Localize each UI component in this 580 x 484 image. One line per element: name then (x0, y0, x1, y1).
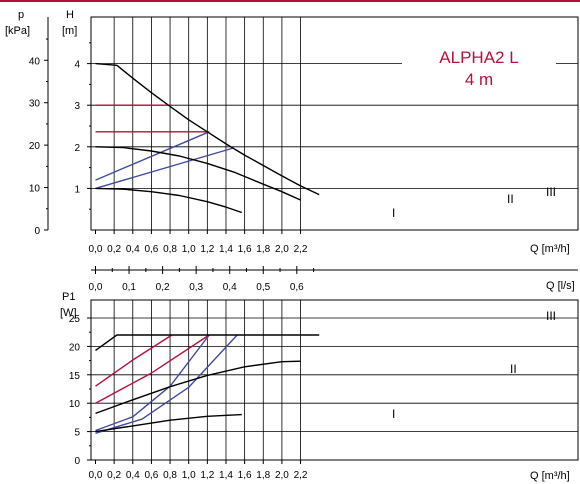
head-x-tick-label: 0,8 (163, 244, 177, 255)
power-label-iii: III (546, 309, 556, 323)
kpa-tick-label: 0 (34, 226, 40, 237)
power-axis: 0 5 10 15 20 25 (69, 314, 91, 467)
flow-ls-tick-label: 0,4 (223, 282, 237, 293)
proportional-pressure-power-curve (95, 334, 238, 434)
meter-tick-label: 4 (74, 60, 80, 71)
proportional-pressure-curve (95, 147, 234, 190)
power-x-tick-label: 2,0 (275, 470, 289, 481)
proportional-pressure-power-curve (95, 334, 210, 432)
head-x-tick-label: 1,8 (256, 244, 270, 255)
speed-label-iii: III (546, 185, 556, 199)
power-x-tick-label: 1,6 (238, 470, 252, 481)
power-curve-iii (95, 334, 320, 351)
kpa-tick-label: 30 (29, 99, 41, 110)
speed-curve-iii (95, 62, 320, 196)
power-x-tick-label: 2,2 (294, 470, 308, 481)
head-x-tick-label: 0,0 (89, 244, 103, 255)
constant-pressure-power-curve (95, 334, 210, 404)
power-tick-label: 25 (69, 314, 81, 325)
power-tick-label: 0 (74, 456, 80, 467)
meter-tick-label: 2 (74, 143, 80, 154)
power-unit: [W] (60, 307, 77, 319)
flow-ls-tick-label: 0,2 (156, 282, 170, 293)
power-tick-label: 20 (69, 342, 81, 353)
head-chart-frame (90, 16, 579, 231)
power-chart: 0 5 10 15 20 25 P1 [W] 0,0 0,2 0,4 0,6 0,8 1,0 1,2 1… (60, 291, 579, 482)
head-chart-x-label: Q [m³/h] (530, 243, 570, 255)
head-x-tick-label: 1,0 (182, 244, 196, 255)
power-x-tick-label: 0,2 (107, 470, 121, 481)
power-tick-label: 10 (69, 399, 81, 410)
flow-ls-axis: 0,0 0,1 0,2 0,3 0,4 0,5 0,6 Q [l/s] (89, 266, 578, 293)
power-label-i: I (392, 407, 395, 421)
head-unit: [m] (62, 25, 77, 37)
power-chart-frame (90, 299, 579, 461)
power-x-tick-label: 0,4 (126, 470, 140, 481)
meter-axis: 1 2 3 4 (74, 42, 91, 210)
power-curve-i (95, 413, 242, 433)
flow-ls-tick-label: 0,0 (89, 282, 103, 293)
speed-label-i: I (392, 206, 395, 220)
meter-tick-label: 3 (74, 101, 80, 112)
power-x-tick-label: 0,8 (163, 470, 177, 481)
head-x-tick-label: 1,2 (200, 244, 214, 255)
head-chart-x-ticks: 0,0 0,2 0,4 0,6 0,8 1,0 1,2 1,4 1,6 1,8 2,0 2,2 (89, 230, 308, 255)
model-name: ALPHA2 L (439, 48, 518, 67)
head-x-tick-label: 0,6 (144, 244, 158, 255)
kpa-tick-label: 10 (29, 184, 41, 195)
kpa-tick-label: 40 (29, 56, 41, 67)
power-x-tick-label: 0,6 (144, 470, 158, 481)
pressure-symbol: p (18, 9, 24, 21)
power-x-tick-label: 1,4 (219, 470, 233, 481)
head-x-tick-label: 0,4 (126, 244, 140, 255)
head-x-tick-label: 0,2 (107, 244, 121, 255)
power-chart-grid (91, 300, 578, 460)
constant-pressure-power-curve (95, 334, 173, 387)
head-symbol: H (66, 9, 74, 21)
head-x-tick-label: 2,2 (294, 244, 308, 255)
power-curve-ii (95, 360, 301, 415)
kpa-axis: 0 10 20 30 40 (29, 17, 49, 237)
power-x-tick-label: 1,8 (256, 470, 270, 481)
pressure-unit: [kPa] (5, 25, 30, 37)
power-tick-label: 15 (69, 371, 81, 382)
head-x-tick-label: 1,4 (219, 244, 233, 255)
flow-ls-tick-label: 0,5 (256, 282, 270, 293)
power-x-tick-label: 1,2 (200, 470, 214, 481)
head-chart-curves: III III (95, 62, 556, 220)
speed-curve-ii (95, 146, 301, 201)
flow-ls-tick-label: 0,1 (122, 282, 136, 293)
power-x-tick-label: 0,0 (89, 470, 103, 481)
kpa-tick-label: 20 (29, 141, 41, 152)
power-x-tick-label: 1,0 (182, 470, 196, 481)
head-x-tick-label: 1,6 (238, 244, 252, 255)
speed-label-ii: II (507, 192, 514, 206)
flow-ls-axis-ticks: 0,0 0,1 0,2 0,3 0,4 0,5 0,6 (89, 266, 578, 293)
flow-ls-tick-label: 0,3 (189, 282, 203, 293)
flow-ls-label: Q [l/s] (546, 280, 575, 292)
speed-curve-i (95, 187, 243, 214)
power-label-ii: II (510, 362, 517, 376)
model-head: 4 m (465, 70, 493, 89)
proportional-pressure-curve (95, 131, 210, 181)
head-chart: 0 10 20 30 40 1 2 3 4 p [kPa] H [m] ALPHA2 L 4 … (5, 9, 579, 255)
power-tick-label: 5 (74, 428, 80, 439)
flow-ls-tick-label: 0,6 (290, 282, 304, 293)
meter-tick-label: 1 (74, 184, 80, 195)
power-chart-x-label: Q [m³/h] (530, 470, 570, 482)
power-chart-x-ticks: 0,0 0,2 0,4 0,6 0,8 1,0 1,2 1,4 1,6 1,8 2,0 2,2 (89, 460, 308, 481)
model-label-box (402, 36, 556, 98)
power-symbol: P1 (62, 291, 75, 303)
head-x-tick-label: 2,0 (275, 244, 289, 255)
